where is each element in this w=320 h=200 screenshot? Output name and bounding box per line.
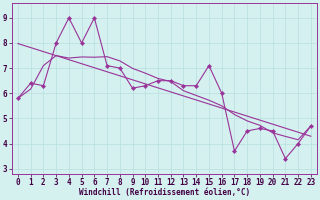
X-axis label: Windchill (Refroidissement éolien,°C): Windchill (Refroidissement éolien,°C) xyxy=(79,188,250,197)
